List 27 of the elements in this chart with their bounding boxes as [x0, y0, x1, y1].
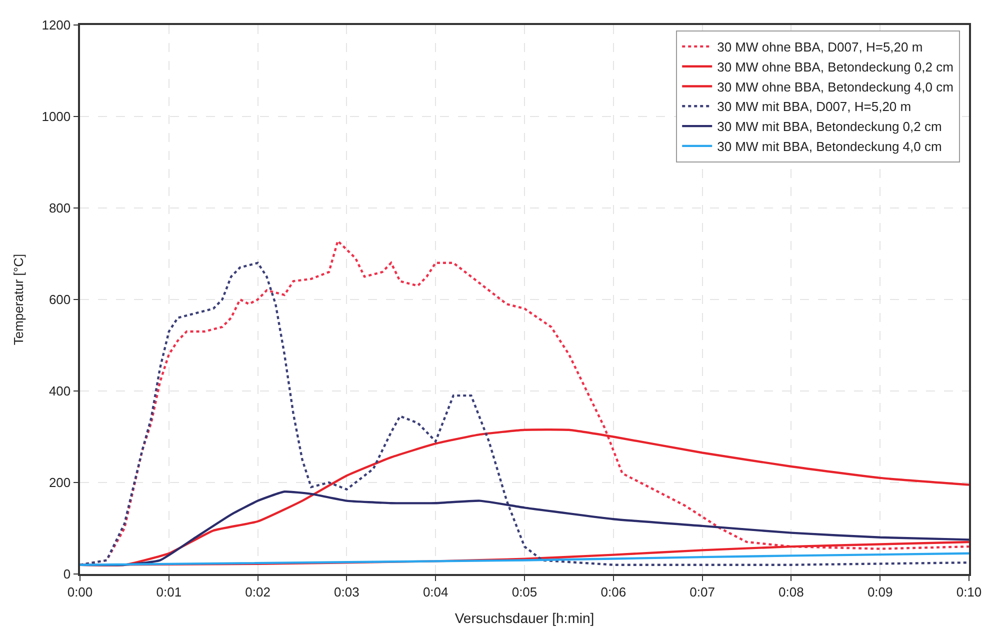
legend-label: 30 MW mit BBA, D007, H=5,20 m: [717, 99, 912, 114]
line-series: [80, 552, 969, 566]
y-tick-label: 1000: [42, 109, 71, 124]
y-tick-label: 1200: [42, 18, 71, 33]
y-tick-label: 400: [48, 384, 71, 399]
y-axis-title: Temperatur [°C]: [11, 254, 26, 346]
x-tick-label: 0:09: [867, 584, 893, 600]
x-tick-label: 0:00: [67, 584, 93, 600]
x-tick-label: 0:01: [156, 584, 182, 600]
y-tick-label: 0: [63, 566, 71, 582]
x-axis-title: Versuchsdauer [h:min]: [454, 610, 594, 626]
y-tick-label: 600: [48, 292, 71, 308]
y-tick-label: 800: [48, 200, 71, 216]
legend-label: 30 MW ohne BBA, Betondeckung 4,0 cm: [717, 79, 954, 94]
x-tick-label: 0:08: [778, 584, 804, 600]
x-tick-label: 0:04: [422, 584, 448, 600]
legend-label: 30 MW mit BBA, Betondeckung 0,2 cm: [717, 119, 942, 134]
legend-label: 30 MW mit BBA, Betondeckung 4,0 cm: [717, 139, 942, 154]
x-tick-label: 0:05: [512, 584, 538, 600]
x-tick-label: 0:02: [245, 584, 270, 600]
x-tick-label: 0:07: [690, 584, 715, 600]
legend-label: 30 MW ohne BBA, D007, H=5,20 m: [717, 40, 923, 55]
x-tick-label: 0:06: [600, 584, 626, 600]
legend-label: 30 MW ohne BBA, Betondeckung 0,2 cm: [717, 59, 954, 74]
x-tick-label: 0:03: [334, 584, 360, 600]
x-tick-label: 0:10: [956, 584, 982, 600]
y-tick-label: 200: [48, 475, 71, 490]
